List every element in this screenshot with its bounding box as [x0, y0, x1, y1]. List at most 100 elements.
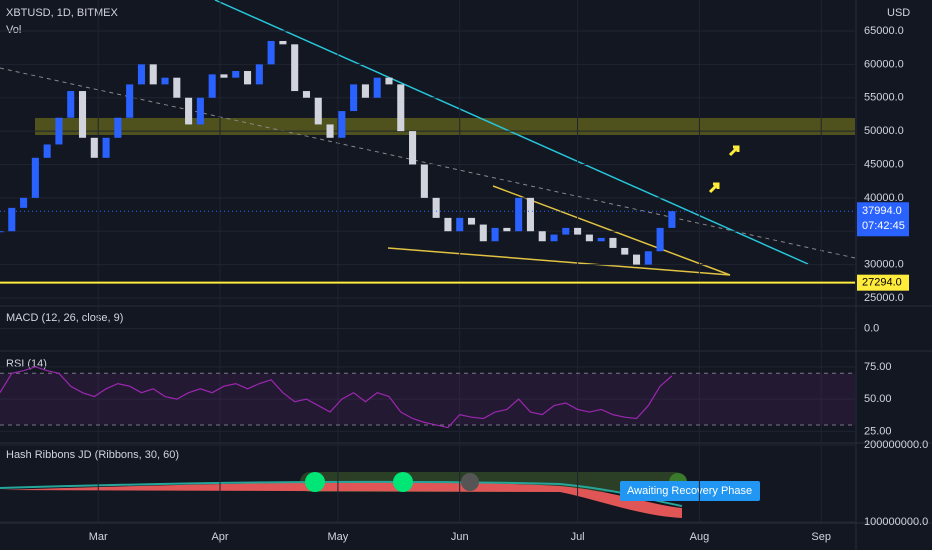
candle	[574, 227, 582, 235]
rsi-line	[0, 366, 673, 429]
chart-title: XBTUSD, 1D, BITMEX	[6, 7, 119, 19]
x-tick-label: Jul	[571, 531, 585, 543]
candle	[102, 137, 110, 158]
candle	[20, 197, 28, 208]
candle	[409, 131, 417, 165]
candle	[503, 227, 511, 232]
candle	[526, 197, 534, 232]
candle	[161, 77, 169, 85]
candle	[67, 91, 75, 118]
candle	[621, 247, 629, 255]
candle	[302, 91, 311, 98]
price-tag-label: 37994.0	[862, 205, 902, 217]
candle	[114, 117, 122, 138]
candle	[350, 84, 358, 112]
y-tick-label: 50.00	[864, 393, 892, 405]
candle	[220, 74, 228, 78]
y-tick-label: 100000000.0	[864, 516, 928, 528]
wedge-line	[387, 247, 731, 276]
candle	[196, 97, 204, 125]
y-tick-label: 30000.0	[864, 259, 904, 271]
candle	[491, 227, 499, 242]
trend-line	[214, 0, 809, 265]
level-tag-label: 27294.0	[862, 277, 902, 289]
candle	[208, 74, 216, 98]
countdown-label: 07:42:45	[862, 220, 905, 232]
candle	[279, 40, 287, 45]
candle	[467, 217, 476, 225]
candle	[562, 227, 570, 235]
y-tick-label: 0.0	[864, 322, 879, 334]
candle	[149, 64, 157, 85]
candle	[137, 64, 145, 85]
trend-line	[0, 67, 856, 259]
y-tick-label: 50000.0	[864, 125, 904, 137]
signal-dot	[393, 472, 413, 492]
candle	[538, 231, 546, 242]
level-tag	[857, 274, 909, 291]
candle	[397, 84, 405, 132]
candle	[444, 217, 452, 232]
candle	[326, 124, 334, 138]
rsi-background	[0, 373, 855, 425]
candle	[255, 64, 263, 85]
x-tick-label: Apr	[211, 531, 228, 543]
candle	[90, 137, 98, 158]
candle	[173, 77, 181, 98]
y-tick-label: 60000.0	[864, 58, 904, 70]
candle	[385, 77, 393, 85]
resistance-zone	[35, 118, 855, 135]
y-tick-label: 55000.0	[864, 92, 904, 104]
ribbon-area	[0, 482, 682, 518]
candle	[244, 71, 252, 85]
candle	[361, 84, 369, 98]
volume-label: Vol	[6, 24, 21, 36]
y-tick-label: 45000.0	[864, 158, 904, 170]
candle	[550, 234, 558, 242]
price-tag	[857, 202, 909, 237]
candle	[585, 234, 593, 242]
y-tick-label: 65000.0	[864, 25, 904, 37]
candle	[456, 217, 464, 232]
arrow	[728, 145, 740, 157]
candle	[644, 251, 652, 265]
candle	[291, 44, 299, 92]
candle	[668, 211, 676, 228]
signal-dot	[305, 472, 325, 492]
currency-label: USD	[887, 7, 910, 19]
candle	[55, 117, 63, 145]
y-tick-label: 40000.0	[864, 192, 904, 204]
x-tick-label: Mar	[89, 531, 108, 543]
indicator-title: Hash Ribbons JD (Ribbons, 30, 60)	[6, 449, 179, 461]
candle	[43, 144, 51, 158]
candle	[479, 224, 487, 242]
candle	[420, 164, 428, 198]
candle	[0, 231, 4, 233]
indicator-title: MACD (12, 26, close, 9)	[6, 312, 123, 324]
y-tick-label: 200000000.0	[864, 439, 928, 451]
x-tick-label: May	[328, 531, 349, 543]
candle	[126, 84, 134, 118]
candle	[656, 227, 664, 252]
annotation-box	[620, 481, 760, 501]
y-tick-label: 25000.0	[864, 292, 904, 304]
y-tick-label: 25.00	[864, 425, 892, 437]
candle	[338, 111, 346, 138]
candle	[31, 157, 39, 198]
candle	[314, 97, 322, 125]
x-tick-label: Sep	[811, 531, 831, 543]
candle	[78, 91, 87, 138]
candle	[432, 197, 440, 218]
x-tick-label: Jun	[451, 531, 469, 543]
candle	[632, 254, 641, 265]
x-tick-label: Aug	[690, 531, 710, 543]
annotation: Awaiting Recovery Phase	[627, 485, 752, 497]
candle	[373, 77, 381, 98]
candle	[515, 197, 523, 232]
candle	[232, 71, 240, 78]
candle	[185, 97, 193, 125]
y-tick-label: 75.00	[864, 361, 892, 373]
candle	[267, 40, 275, 65]
arrow	[708, 182, 720, 194]
